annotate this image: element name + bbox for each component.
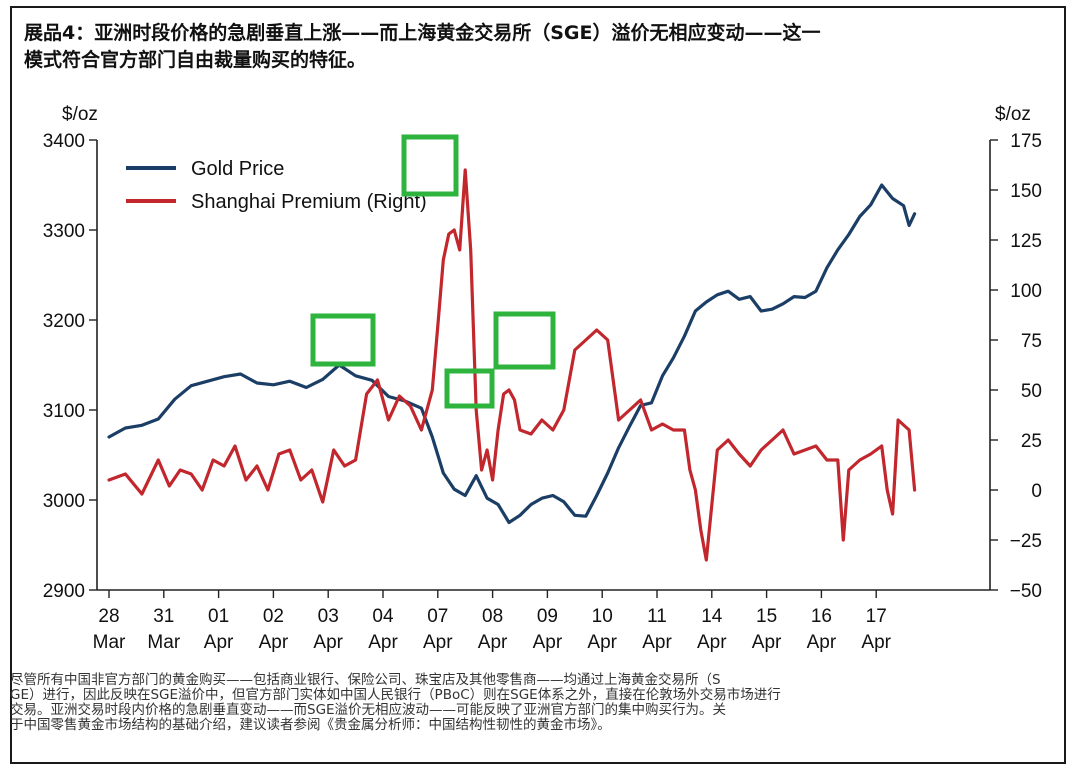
- y-right-tick-label: 0: [1031, 481, 1042, 502]
- highlight-box: [493, 311, 556, 370]
- x-tick-label-month: Apr: [807, 632, 837, 653]
- y-right-tick-label: 25: [1021, 431, 1042, 452]
- x-tick-label-day: 09: [537, 606, 558, 627]
- x-tick-label-day: 07: [427, 606, 448, 627]
- x-tick-label-day: 02: [263, 606, 284, 627]
- x-tick-label-day: 03: [318, 606, 339, 627]
- note-line-3: 交易。亚洲交易时段内价格的急剧垂直变动——而SGE溢价无相应波动——可能反映了亚…: [10, 702, 727, 718]
- y-right-tick-label: 100: [1010, 281, 1042, 302]
- x-tick-label-day: 17: [866, 606, 887, 627]
- y-left-tick-label: 3400: [43, 131, 85, 152]
- note-line-1: 尽管所有中国非官方部门的黄金购买——包括商业银行、保险公司、珠宝店及其他零售商—…: [10, 672, 721, 688]
- y-right-tick-label: 175: [1010, 131, 1042, 152]
- x-tick-label-day: 01: [208, 606, 229, 627]
- y-right-tick-label: −25: [1010, 531, 1042, 552]
- x-tick-label-month: Apr: [368, 632, 398, 653]
- y-right-tick-label: 75: [1021, 331, 1042, 352]
- x-tick-label-day: 31: [153, 606, 174, 627]
- figure-frame: 展品4：亚洲时段价格的急剧垂直上涨——而上海黄金交易所（SGE）溢价无相应变动—…: [10, 6, 1066, 764]
- legend-label-gold: Gold Price: [191, 158, 284, 180]
- x-tick-label-day: 11: [647, 606, 667, 627]
- x-tick-label-month: Apr: [642, 632, 672, 653]
- x-tick-label-month: Apr: [533, 632, 563, 653]
- x-tick-label-month: Apr: [697, 632, 727, 653]
- y-left-tick-label: 3000: [43, 491, 85, 512]
- y-left-tick-label: 2900: [43, 581, 85, 602]
- x-tick-label-day: 08: [482, 606, 503, 627]
- x-tick-label-day: 04: [372, 606, 394, 627]
- y-right-unit: $/oz: [995, 104, 1031, 125]
- title-line-1: 展品4：亚洲时段价格的急剧垂直上涨——而上海黄金交易所（SGE）溢价无相应变动—…: [24, 22, 821, 44]
- gold-price-line: [107, 183, 917, 525]
- x-tick-label-month: Mar: [93, 632, 126, 653]
- x-tick-label-month: Apr: [752, 632, 782, 653]
- x-tick-label-day: 14: [701, 606, 723, 627]
- highlight-box: [310, 313, 376, 367]
- note-line-2: GE）进行，因此反映在SGE溢价中，但官方部门实体如中国人民银行（PBoC）则在…: [10, 687, 781, 703]
- x-tick-label-day: 28: [98, 606, 119, 627]
- shanghai-premium-line: [107, 168, 917, 562]
- y-left-unit: $/oz: [62, 104, 98, 125]
- x-tick-label-day: 15: [756, 606, 777, 627]
- highlight-box: [401, 134, 459, 197]
- x-tick-label-month: Mar: [147, 632, 180, 653]
- y-right-tick-label: 125: [1010, 231, 1042, 252]
- figure-note: 尽管所有中国非官方部门的黄金购买——包括商业银行、保险公司、珠宝店及其他零售商—…: [10, 673, 1046, 733]
- x-tick-label-month: Apr: [259, 632, 289, 653]
- legend-label-premium: Shanghai Premium (Right): [191, 191, 427, 213]
- y-right-tick-label: 50: [1021, 381, 1042, 402]
- y-left-tick-label: 3300: [43, 221, 85, 242]
- x-tick-label-month: Apr: [478, 632, 508, 653]
- x-tick-label-day: 10: [592, 606, 613, 627]
- title-line-2: 模式符合官方部门自由裁量购买的特征。: [24, 49, 367, 71]
- figure-title: 展品4：亚洲时段价格的急剧垂直上涨——而上海黄金交易所（SGE）溢价无相应变动—…: [24, 20, 1054, 74]
- y-left-tick-label: 3100: [43, 401, 85, 422]
- x-tick-label-month: Apr: [423, 632, 453, 653]
- y-left-tick-label: 3200: [43, 311, 85, 332]
- y-right-tick-label: −50: [1010, 581, 1042, 602]
- x-tick-label-day: 16: [811, 606, 832, 627]
- note-line-4: 于中国零售黄金市场结构的基础介绍，建议读者参阅《贵金属分析师：中国结构性韧性的黄…: [10, 717, 611, 733]
- y-right-tick-label: 150: [1010, 181, 1042, 202]
- x-tick-label-month: Apr: [204, 632, 234, 653]
- x-tick-label-month: Apr: [861, 632, 891, 653]
- x-tick-label-month: Apr: [587, 632, 617, 653]
- x-tick-label-month: Apr: [313, 632, 343, 653]
- highlight-box: [444, 368, 495, 409]
